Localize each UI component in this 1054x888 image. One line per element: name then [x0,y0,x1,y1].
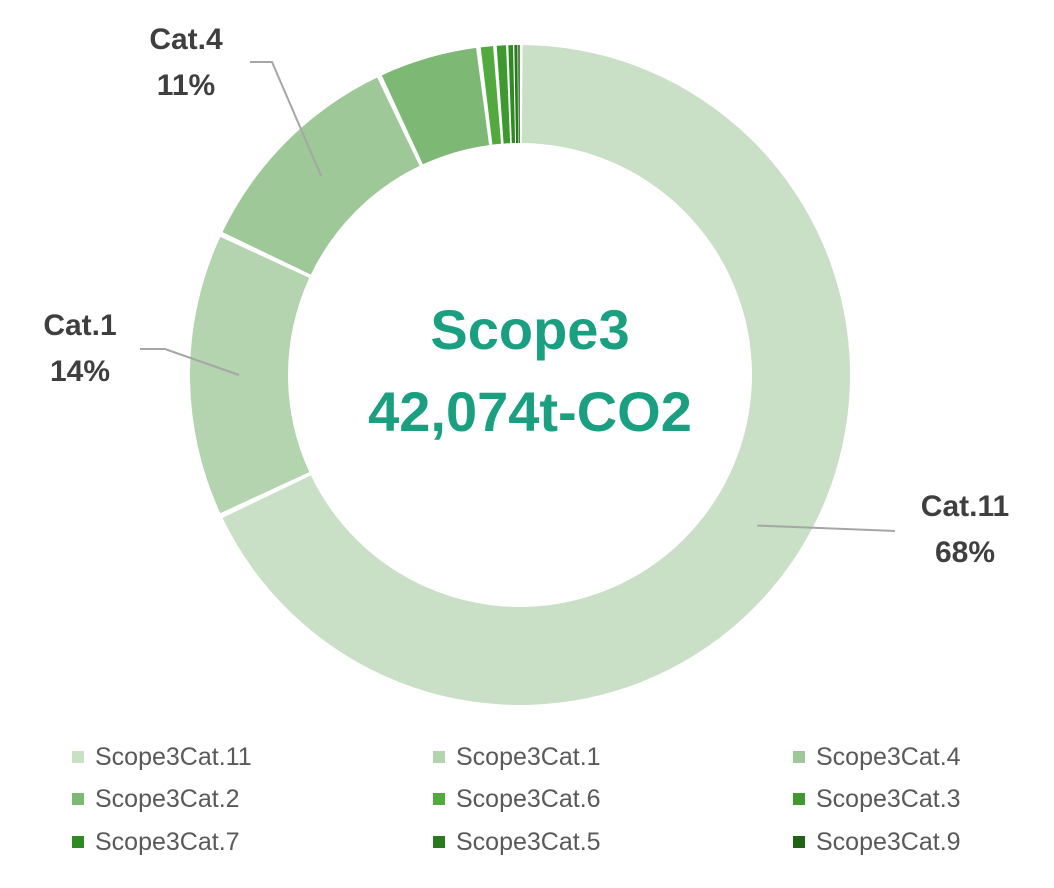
data-label-cat4: Cat.4 11% [116,17,256,109]
legend-label: Scope3Cat.2 [95,784,240,813]
slice-scope3cat1 [190,236,310,514]
legend-item-scope3cat3: Scope3Cat.3 [793,784,961,814]
legend-swatch [793,793,805,805]
data-label-cat1: Cat.1 14% [10,303,150,395]
slices [190,45,851,705]
data-label-category: Cat.11 [920,490,1010,523]
legend-swatch [433,793,445,805]
slice-scope3cat2 [381,47,490,165]
legend-label: Scope3Cat.4 [816,742,961,771]
slice-scope3cat7 [508,45,516,144]
legend-label: Scope3Cat.11 [95,742,252,771]
data-label-percent: 11% [156,69,216,102]
legend-swatch [793,836,805,848]
legend-swatch [793,751,805,763]
legend: Scope3Cat.11 Scope3Cat.1 Scope3Cat.4 Scope3… [0,736,1054,876]
data-label-percent: 68% [934,536,996,569]
slice-scope3cat6 [480,46,502,145]
legend-swatch [72,793,84,805]
leader-line-scope3cat11 [757,524,896,532]
slice-scope3cat11 [222,45,851,705]
legend-label: Scope3Cat.9 [816,827,961,856]
legend-swatch [433,751,445,763]
leader-lines [140,61,896,532]
legend-label: Scope3Cat.3 [816,784,961,813]
data-label-cat11: Cat.11 68% [895,484,1035,576]
legend-item-scope3cat4: Scope3Cat.4 [793,742,961,772]
legend-item-scope3cat11: Scope3Cat.11 [72,742,252,772]
legend-label: Scope3Cat.5 [456,827,601,856]
data-label-percent: 14% [49,355,111,388]
legend-swatch [72,751,84,763]
center-total: 42,074t-CO2 [368,380,692,443]
legend-label: Scope3Cat.1 [456,742,601,771]
legend-label: Scope3Cat.6 [456,784,601,813]
data-label-category: Cat.4 [149,23,223,56]
legend-item-scope3cat6: Scope3Cat.6 [433,784,601,814]
legend-label: Scope3Cat.7 [95,827,240,856]
data-label-category: Cat.1 [43,309,117,342]
legend-item-scope3cat5: Scope3Cat.5 [433,827,601,857]
legend-item-scope3cat1: Scope3Cat.1 [433,742,601,772]
slice-scope3cat9 [518,45,520,144]
legend-item-scope3cat2: Scope3Cat.2 [72,784,240,814]
legend-swatch [72,836,84,848]
slice-scope3cat5 [514,45,519,144]
legend-item-scope3cat9: Scope3Cat.9 [793,827,961,857]
center-title: Scope3 [430,298,630,361]
legend-swatch [433,836,445,848]
leader-line-scope3cat1 [140,348,240,376]
leader-line-scope3cat4 [250,61,323,177]
legend-item-scope3cat7: Scope3Cat.7 [72,827,240,857]
slice-scope3cat3 [496,45,511,144]
